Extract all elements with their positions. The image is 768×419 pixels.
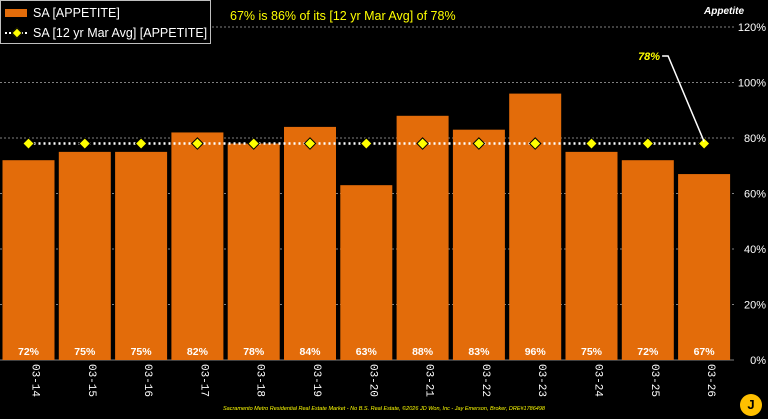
legend-bar-swatch (5, 9, 27, 17)
bar (565, 151, 618, 360)
x-tick-label: 03-21 (423, 364, 435, 397)
x-tick-label: 03-24 (592, 364, 604, 397)
bars (2, 93, 731, 361)
x-tick-label: 03-17 (197, 364, 209, 397)
average-marker (472, 137, 486, 150)
x-tick-label: 03-16 (141, 364, 153, 397)
bar (340, 185, 393, 360)
x-tick-label: 03-18 (254, 364, 266, 397)
x-tick-labels: 03-14 03-15 03-16 03-17 03-18 03-19 03-20 03-21… (29, 364, 717, 397)
legend: SA [APPETITE] SA [12 yr Mar Avg] [APPETI… (0, 0, 211, 44)
footer-credit: Sacramento Metro Residential Real Estate… (223, 406, 545, 412)
average-marker (585, 137, 598, 150)
average-marker (416, 137, 429, 150)
average-marker (78, 137, 92, 150)
annotation-leader-line (662, 55, 705, 142)
bar (2, 160, 55, 360)
y-tick-label: 0% (750, 355, 766, 367)
y-tick-labels: 0% 20% 40% 60% 80% 100% 120% (738, 22, 766, 367)
brand-logo: J (740, 394, 762, 416)
x-tick-label: 03-20 (366, 364, 378, 397)
y-tick-label: 100% (738, 78, 766, 90)
average-marker (134, 137, 148, 150)
average-marker (641, 137, 655, 150)
x-tick-label: 03-14 (29, 364, 41, 397)
legend-line-swatch (5, 29, 27, 37)
bar (115, 151, 168, 360)
annotation: 78% (638, 51, 705, 142)
x-tick-label: 03-25 (648, 364, 660, 397)
bar-data-label: 75% (131, 346, 153, 358)
bar (621, 160, 674, 360)
average-marker (247, 137, 261, 150)
average-marker (359, 137, 373, 150)
legend-label-appetite: SA [APPETITE] (33, 6, 120, 20)
bar-data-label: 82% (187, 346, 209, 358)
bar-data-labels: 72% 75% 75% 82% 78% 84% 63% 88% 83% 96% 75% 72% 67% (18, 346, 715, 358)
bar-data-label: 67% (694, 346, 716, 358)
bar (284, 126, 336, 361)
bar-data-label: 63% (356, 346, 378, 358)
bar (396, 115, 449, 360)
y-tick-label: 20% (744, 300, 766, 312)
y-tick-label: 120% (738, 22, 766, 34)
bar-data-label: 88% (412, 346, 434, 358)
bar (227, 143, 280, 360)
average-marker (303, 137, 317, 150)
bar (509, 93, 562, 360)
bar (452, 129, 505, 360)
average-marker (697, 137, 711, 150)
legend-label-average: SA [12 yr Mar Avg] [APPETITE] (33, 26, 208, 40)
y-tick-label: 40% (744, 244, 766, 256)
x-tick-label: 03-23 (535, 364, 547, 397)
x-tick-label: 03-22 (479, 364, 491, 397)
bar (58, 151, 111, 360)
bar-data-label: 84% (299, 346, 321, 358)
average-line (22, 137, 711, 150)
legend-item-appetite: SA [APPETITE] (5, 4, 120, 22)
average-marker (191, 137, 204, 150)
y-tick-label: 80% (744, 133, 766, 145)
x-tick-label: 03-15 (85, 364, 97, 397)
legend-item-average: SA [12 yr Mar Avg] [APPETITE] (5, 24, 207, 42)
average-marker (528, 137, 542, 150)
bar (678, 174, 731, 360)
bar-data-label: 72% (18, 346, 40, 358)
x-tick-label: 03-19 (310, 364, 322, 397)
bar-data-label: 83% (468, 346, 490, 358)
bar-data-label: 75% (74, 346, 96, 358)
y-axis-title: Appetite (704, 6, 744, 17)
bar (171, 132, 224, 360)
annotation-label: 78% (638, 51, 660, 63)
bar-data-label: 75% (581, 346, 603, 358)
y-tick-label: 60% (744, 189, 766, 201)
bar-data-label: 78% (243, 346, 265, 358)
chart-subtitle: 67% is 86% of its [12 yr Mar Avg] of 78% (230, 9, 456, 23)
average-marker (22, 137, 35, 150)
bar-data-label: 96% (525, 346, 547, 358)
x-tick-label: 03-26 (704, 364, 716, 397)
bar-data-label: 72% (637, 346, 659, 358)
